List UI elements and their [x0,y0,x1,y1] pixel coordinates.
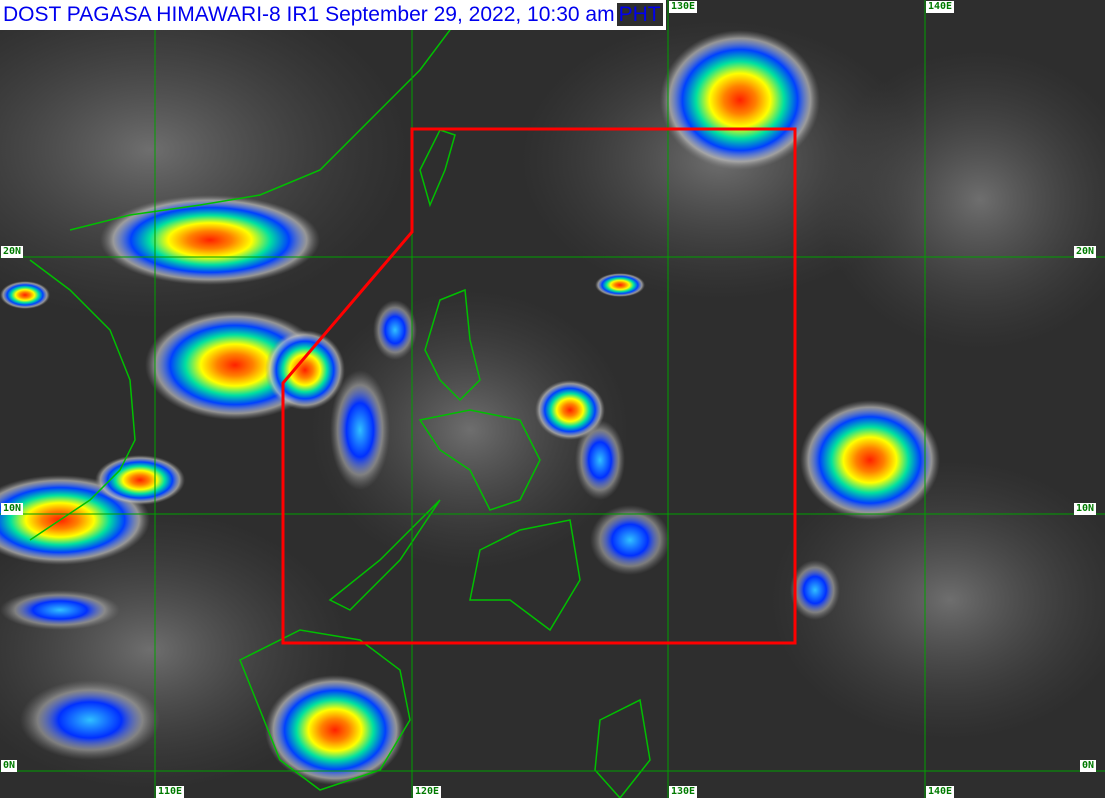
mindanao-coastline [469,519,581,632]
lat-label-10n-right: 10N [1074,503,1097,515]
convective-clouds [0,30,940,785]
taiwan-coastline [419,129,456,208]
title-text: DOST PAGASA HIMAWARI-8 IR1 September 29,… [3,3,615,26]
image-title: DOST PAGASA HIMAWARI-8 IR1 September 29,… [0,0,666,30]
lon-label-130e-bottom: 130E [669,786,698,798]
lon-label-140e-bottom: 140E [926,786,955,798]
borneo-coastline [239,629,411,791]
lat-label-10n-left: 10N [1,503,24,515]
vietnam-coastline [29,259,136,541]
par-boundary [281,127,797,645]
china-coastline [69,0,471,231]
coastlines [29,0,651,798]
lon-label-130e-top: 130E [669,1,698,13]
lon-label-120e-bottom: 120E [413,786,442,798]
timezone-label: PHT [616,3,663,26]
palawan-coastline [328,499,441,611]
visayas-coastline [418,409,541,511]
typhoon-cloud [660,30,820,170]
lat-label-0n-right: 0N [1080,760,1097,772]
lon-label-140e-top: 140E [926,1,955,13]
lat-label-0n-left: 0N [1,760,18,772]
lat-label-20n-left: 20N [1,246,24,258]
lat-label-20n-right: 20N [1074,246,1097,258]
lon-label-110e-bottom: 110E [156,786,185,798]
luzon-coastline [424,288,481,402]
sulawesi-coastline [594,698,651,798]
